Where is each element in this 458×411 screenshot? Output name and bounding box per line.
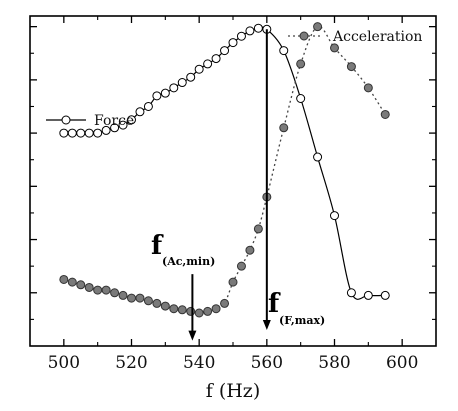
legend-force: Force xyxy=(46,113,134,129)
force-point-590 xyxy=(363,290,373,300)
force-point-500 xyxy=(59,128,69,138)
force-point-585 xyxy=(346,288,356,298)
force-point-595 xyxy=(380,290,390,300)
legend-force-label: Force xyxy=(94,113,134,129)
force-point-527.5 xyxy=(152,91,162,101)
force-point-570 xyxy=(296,94,306,103)
ac-min-label-sub: (Ac,min) xyxy=(162,255,215,268)
acceleration-point-550 xyxy=(228,277,238,287)
acceleration-point-555 xyxy=(245,245,255,255)
force-point-515 xyxy=(110,123,120,133)
acceleration-point-557.5 xyxy=(253,224,263,234)
force-point-542.5 xyxy=(203,59,213,69)
acceleration-point-530 xyxy=(160,301,170,311)
axis-ticks xyxy=(30,16,436,346)
acceleration-point-552.5 xyxy=(236,261,246,271)
acceleration-point-585 xyxy=(346,62,356,72)
acceleration-point-525 xyxy=(143,296,153,306)
force-point-552.5 xyxy=(236,31,246,41)
force-point-517.5 xyxy=(118,120,128,130)
force-point-540 xyxy=(194,64,204,74)
legend-acceleration-label: Acceleration xyxy=(332,29,422,45)
force-point-520 xyxy=(127,115,136,125)
acceleration-point-565 xyxy=(279,123,289,133)
legend-acceleration: Acceleration xyxy=(288,29,422,45)
x-tick-label-560: 560 xyxy=(251,353,283,373)
annotations-layer: f(Ac,min)f(F,max) xyxy=(151,29,325,341)
acceleration-point-575 xyxy=(313,22,323,32)
series-layer xyxy=(59,22,390,318)
force-point-580 xyxy=(330,211,339,221)
acceleration-point-532.5 xyxy=(169,304,179,314)
force-point-505 xyxy=(76,128,86,138)
acceleration-point-540 xyxy=(194,308,204,318)
f-max-label-main: f xyxy=(268,289,281,319)
legend-force-marker xyxy=(61,115,71,125)
force-series-line xyxy=(63,26,386,300)
acceleration-point-507.5 xyxy=(84,282,94,292)
acceleration-point-515 xyxy=(110,288,120,298)
acceleration-point-527.5 xyxy=(152,298,162,308)
force-point-545 xyxy=(211,54,221,64)
acceleration-point-512.5 xyxy=(101,285,111,295)
force-point-537.5 xyxy=(186,72,196,82)
x-tick-label-580: 580 xyxy=(318,353,350,373)
force-point-565 xyxy=(279,46,289,56)
acceleration-point-517.5 xyxy=(118,290,128,300)
acceleration-point-510 xyxy=(93,285,103,295)
acceleration-point-535 xyxy=(177,305,187,315)
acceleration-point-570 xyxy=(296,59,306,69)
x-tick-label-520: 520 xyxy=(115,353,147,373)
legend-acceleration-marker xyxy=(299,31,309,41)
acceleration-point-502.5 xyxy=(67,277,77,287)
force-point-525 xyxy=(143,101,153,111)
force-point-507.5 xyxy=(84,128,94,138)
acceleration-point-595 xyxy=(380,109,390,119)
force-point-550 xyxy=(228,38,238,48)
acceleration-point-522.5 xyxy=(135,293,145,303)
force-point-512.5 xyxy=(101,125,111,135)
force-point-532.5 xyxy=(169,83,179,93)
x-axis-title: f (Hz) xyxy=(206,380,260,402)
force-point-530 xyxy=(160,88,170,98)
x-tick-label-600: 600 xyxy=(386,353,418,373)
acceleration-point-505 xyxy=(76,280,86,290)
acceleration-point-520 xyxy=(127,293,136,303)
force-point-502.5 xyxy=(67,128,77,138)
force-point-575 xyxy=(313,152,323,162)
force-point-557.5 xyxy=(253,23,263,33)
x-tick-labels: 500 520 540 560 580 600 xyxy=(48,353,419,373)
f-max-arrow-head xyxy=(262,320,271,331)
x-tick-label-500: 500 xyxy=(48,353,80,373)
x-tick-label-540: 540 xyxy=(183,353,215,373)
force-point-510 xyxy=(93,128,103,138)
force-point-547.5 xyxy=(220,46,230,56)
acceleration-point-537.5 xyxy=(186,306,196,316)
force-point-535 xyxy=(177,78,187,88)
acceleration-series-line xyxy=(63,25,386,314)
acceleration-point-547.5 xyxy=(220,298,230,308)
ac-min-label-main: f xyxy=(151,231,164,261)
ac-min-arrow-head xyxy=(188,330,197,341)
acceleration-point-545 xyxy=(211,304,221,314)
acceleration-point-542.5 xyxy=(203,306,213,316)
plot-frame xyxy=(29,15,437,347)
acceleration-point-500 xyxy=(59,274,69,284)
f-max-label-sub: (F,max) xyxy=(279,314,325,327)
acceleration-point-590 xyxy=(363,83,373,93)
force-point-555 xyxy=(245,26,255,36)
force-point-522.5 xyxy=(135,107,145,117)
acceleration-point-580 xyxy=(330,43,339,53)
